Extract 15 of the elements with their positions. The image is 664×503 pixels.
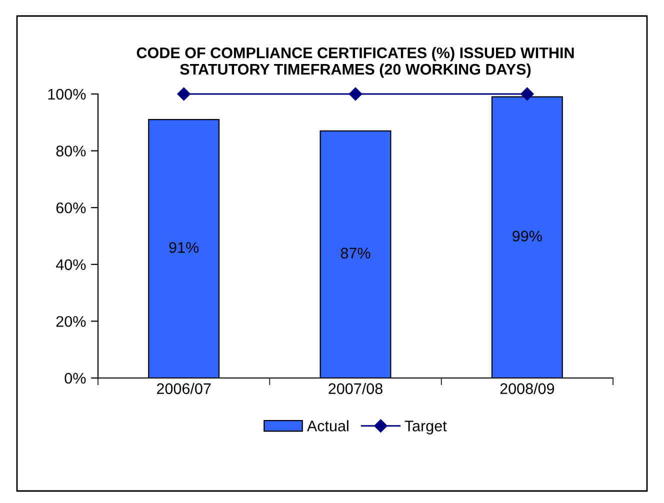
y-tick-label: 60% <box>56 202 86 214</box>
data-label: 91% <box>169 242 199 253</box>
data-label: 87% <box>340 248 370 259</box>
legend-label: Target <box>404 420 447 434</box>
legend-label: Actual <box>306 420 348 432</box>
y-tick-label: 20% <box>56 316 86 327</box>
y-tick-label: 40% <box>56 259 86 270</box>
y-tick-label: 0% <box>64 372 86 384</box>
x-tick-label: 2008/09 <box>500 382 554 394</box>
data-label: 99% <box>512 230 542 242</box>
chart-title: CODE OF COMPLIANCE CERTIFICATES (%) ISSUED WITHIN STATUTORY TIMEFRAMES (20 WORKING DAYS) <box>136 47 574 78</box>
y-tick-label: 80% <box>56 146 86 156</box>
x-tick-label: 2007/08 <box>328 382 382 394</box>
x-tick-label: 2006/07 <box>156 382 211 394</box>
y-tick-label: 100% <box>48 88 86 100</box>
